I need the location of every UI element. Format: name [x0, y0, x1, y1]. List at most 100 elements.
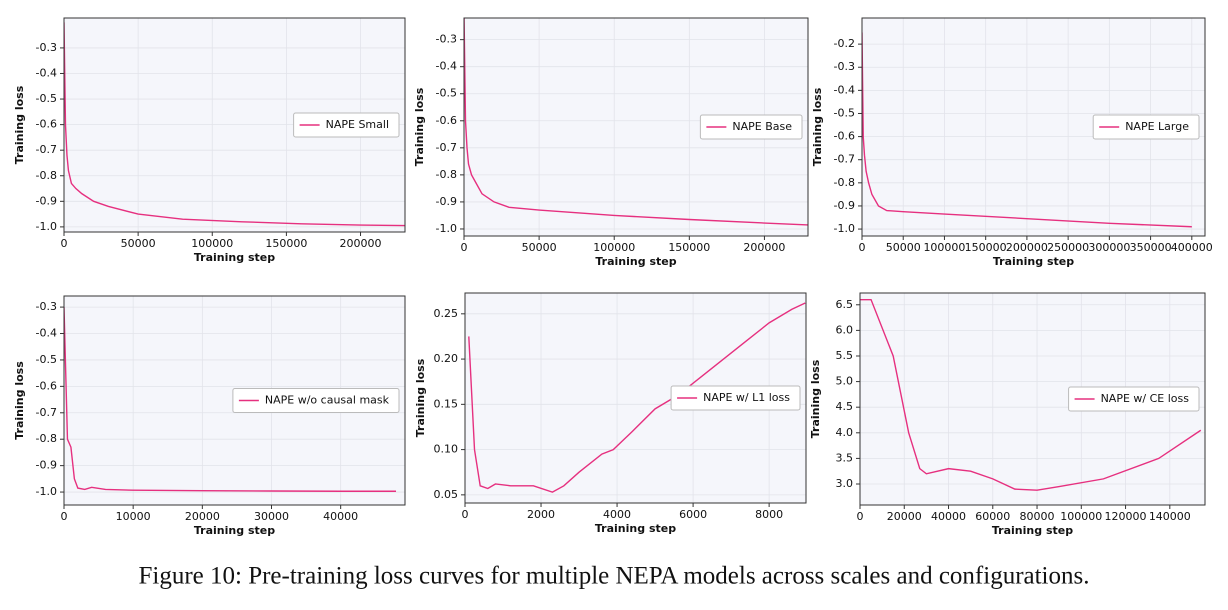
loss-line: [464, 18, 808, 226]
panel: 3.0 3.5 4.0 4.5 5.0 5.5 6.0 6.5 0 20000 40000 60000…: [809, 292, 1206, 537]
y-tick-label: -0.4: [36, 327, 57, 340]
caption: Figure 10: Pre-training loss curves for …: [138, 563, 1089, 590]
x-tick-label: 0: [857, 510, 864, 523]
y-tick-label: -0.3: [834, 60, 855, 73]
y-tick-label: -0.8: [834, 176, 855, 189]
legend-box: [1068, 386, 1200, 412]
y-tick-label: -0.9: [36, 459, 57, 472]
x-tick-label: 20000: [185, 510, 220, 523]
loss-line: [64, 307, 397, 492]
y-tick-label: 6.5: [836, 298, 854, 311]
legend-box: [1092, 114, 1200, 140]
y-tick-label: -0.5: [36, 353, 57, 366]
legend-box: [293, 112, 400, 138]
x-tick-label: 100000: [191, 237, 233, 250]
y-tick-label: -0.4: [436, 60, 457, 73]
x-tick-label: 100000: [593, 241, 635, 254]
x-axis-label: Training step: [194, 524, 275, 537]
y-tick-label: -0.6: [36, 118, 57, 131]
y-tick-label: -0.6: [834, 130, 855, 143]
y-tick-label: 3.0: [836, 477, 854, 490]
plot-frame: [463, 17, 809, 237]
x-tick-label: 150000: [668, 241, 710, 254]
x-tick-label: 200000: [743, 241, 785, 254]
y-tick-label: -0.6: [436, 114, 457, 127]
x-tick-label: 250000: [1047, 241, 1089, 254]
plot-frame: [63, 17, 406, 233]
panel: -0.2 -0.3 -0.4 -0.5 -0.6 -0.7 -0.8 -0.9 -1.0 0 500…: [811, 17, 1213, 268]
y-tick-label: 3.5: [836, 451, 854, 464]
legend-box: [232, 388, 400, 413]
x-tick-label: 0: [61, 510, 68, 523]
y-tick-label: 0.25: [434, 307, 459, 320]
x-tick-label: 100000: [923, 241, 965, 254]
y-tick-label: -0.9: [834, 199, 855, 212]
y-axis-label: Training loss: [811, 87, 824, 166]
x-tick-label: 40000: [931, 510, 966, 523]
legend-label: NAPE w/o causal mask: [265, 394, 390, 407]
legend: NAPE Small: [293, 112, 400, 138]
y-tick-label: 5.0: [836, 375, 854, 388]
x-tick-label: 150000: [965, 241, 1007, 254]
loss-line: [468, 302, 806, 493]
x-axis-label: Training step: [194, 251, 275, 264]
legend: NAPE w/ CE loss: [1068, 386, 1200, 412]
plot-frame: [63, 295, 406, 506]
x-tick-label: 50000: [522, 241, 557, 254]
y-tick-label: -0.5: [834, 106, 855, 119]
y-tick-label: -1.0: [36, 485, 57, 498]
y-axis-label: Training loss: [13, 361, 26, 440]
y-tick-label: -0.4: [834, 83, 855, 96]
y-tick-label: -0.9: [436, 195, 457, 208]
y-tick-label: -1.0: [834, 222, 855, 235]
legend: NAPE w/o causal mask: [232, 388, 400, 413]
legend-box: [670, 385, 801, 411]
y-axis-label: Training loss: [414, 358, 427, 437]
legend-label: NAPE Large: [1125, 120, 1189, 133]
y-tick-label: 0.10: [434, 443, 459, 456]
y-axis-label: Training loss: [809, 359, 822, 438]
loss-line: [862, 32, 1192, 228]
x-axis-label: Training step: [992, 524, 1073, 537]
y-tick-label: -0.7: [436, 141, 457, 154]
y-tick-label: -1.0: [436, 222, 457, 235]
y-tick-label: 4.0: [836, 426, 854, 439]
y-tick-label: -0.3: [36, 41, 57, 54]
y-tick-label: -0.3: [36, 300, 57, 313]
plot-frame: [464, 292, 807, 504]
x-tick-label: 80000: [1020, 510, 1055, 523]
plot-frame: [861, 17, 1206, 237]
x-tick-label: 6000: [679, 508, 707, 521]
y-tick-label: -0.7: [36, 143, 57, 156]
x-tick-label: 2000: [527, 508, 555, 521]
legend-label: NAPE Base: [732, 120, 792, 133]
x-tick-label: 350000: [1130, 241, 1172, 254]
x-tick-label: 200000: [1006, 241, 1048, 254]
x-tick-label: 50000: [121, 237, 156, 250]
y-tick-label: -0.5: [36, 92, 57, 105]
y-tick-label: -0.8: [436, 168, 457, 181]
x-tick-label: 4000: [603, 508, 631, 521]
legend: NAPE Base: [699, 114, 803, 140]
x-axis-label: Training step: [595, 522, 676, 535]
y-tick-label: 4.5: [836, 400, 854, 413]
legend-label: NAPE Small: [326, 118, 389, 131]
y-tick-label: 0.15: [434, 397, 459, 410]
y-tick-label: -0.8: [36, 169, 57, 182]
x-tick-label: 0: [61, 237, 68, 250]
y-tick-label: -0.5: [436, 87, 457, 100]
y-tick-label: -1.0: [36, 220, 57, 233]
x-tick-label: 10000: [116, 510, 151, 523]
loss-line: [64, 22, 405, 227]
x-tick-label: 100000: [1060, 510, 1102, 523]
plot-frame: [859, 292, 1206, 506]
x-tick-label: 0: [461, 241, 468, 254]
x-tick-label: 300000: [1088, 241, 1130, 254]
y-tick-label: -0.2: [834, 37, 855, 50]
y-tick-label: 0.20: [434, 352, 459, 365]
panel: 0.05 0.10 0.15 0.20 0.25 0 2000 4000 6000 8000 Tra…: [414, 292, 807, 535]
y-axis-label: Training loss: [413, 87, 426, 166]
x-tick-label: 200000: [340, 237, 382, 250]
legend: NAPE w/ L1 loss: [670, 385, 801, 411]
